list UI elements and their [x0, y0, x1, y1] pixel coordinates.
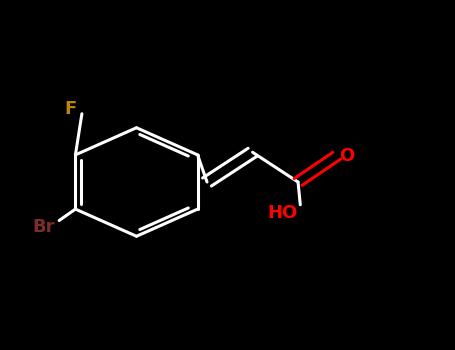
Text: F: F [65, 99, 76, 118]
Text: HO: HO [267, 204, 297, 223]
Text: O: O [339, 147, 354, 165]
Text: Br: Br [32, 218, 55, 237]
